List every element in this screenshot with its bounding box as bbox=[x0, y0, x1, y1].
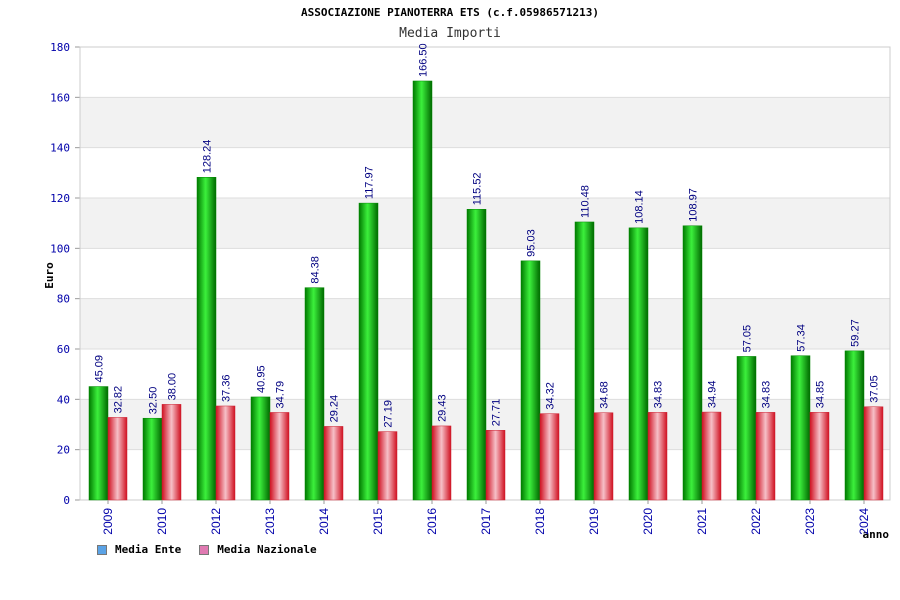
x-tick-label: 2017 bbox=[479, 508, 493, 535]
bar-media-ente bbox=[466, 209, 487, 501]
legend-swatch-nazionale bbox=[199, 544, 210, 555]
data-label-media-nazionale: 34.68 bbox=[599, 381, 611, 409]
bar-media-nazionale bbox=[755, 412, 776, 501]
bar-media-ente bbox=[574, 221, 595, 501]
y-tick-label: 80 bbox=[57, 293, 70, 306]
bar-media-nazionale bbox=[323, 426, 344, 501]
y-tick-label: 40 bbox=[57, 393, 70, 406]
bar-media-nazionale bbox=[161, 404, 182, 501]
data-label-media-ente: 110.48 bbox=[580, 185, 592, 218]
data-label-media-nazionale: 29.43 bbox=[437, 394, 449, 422]
x-tick-label: 2015 bbox=[371, 508, 385, 535]
data-label-media-ente: 117.97 bbox=[364, 166, 376, 199]
bar-media-nazionale bbox=[701, 411, 722, 501]
data-label-media-nazionale: 29.24 bbox=[329, 395, 341, 423]
data-label-media-ente: 115.52 bbox=[472, 172, 484, 205]
bar-media-ente bbox=[304, 287, 325, 501]
x-tick-label: 2022 bbox=[749, 508, 763, 535]
bar-media-nazionale bbox=[215, 405, 236, 501]
y-tick-label: 0 bbox=[63, 494, 70, 507]
legend: Media Ente Media Nazionale bbox=[97, 543, 317, 556]
data-label-media-nazionale: 27.71 bbox=[491, 399, 503, 427]
bar-media-ente bbox=[142, 417, 163, 501]
bar-media-ente bbox=[88, 386, 109, 501]
data-label-media-ente: 108.14 bbox=[634, 190, 646, 224]
grid-band bbox=[80, 47, 890, 98]
x-tick-label: 2019 bbox=[587, 508, 601, 535]
data-label-media-ente: 166.50 bbox=[418, 43, 430, 77]
y-tick-label: 60 bbox=[57, 343, 70, 356]
data-label-media-nazionale: 34.79 bbox=[275, 381, 287, 409]
y-tick-label: 20 bbox=[57, 444, 70, 457]
bar-media-ente bbox=[250, 396, 271, 501]
legend-label-ente: Media Ente bbox=[115, 543, 182, 556]
data-label-media-ente: 108.97 bbox=[688, 188, 700, 222]
bar-media-nazionale bbox=[593, 412, 614, 501]
x-tick-label: 2010 bbox=[155, 508, 169, 535]
bar-media-nazionale bbox=[431, 425, 452, 501]
bar-media-ente bbox=[196, 177, 217, 501]
data-label-media-ente: 84.38 bbox=[310, 256, 322, 284]
y-tick-label: 180 bbox=[50, 41, 70, 54]
data-label-media-ente: 95.03 bbox=[526, 229, 538, 257]
bar-media-ente bbox=[682, 225, 703, 501]
bar-media-nazionale bbox=[539, 413, 560, 501]
x-tick-label: 2013 bbox=[263, 508, 277, 535]
data-label-media-ente: 45.09 bbox=[94, 355, 106, 383]
x-tick-label: 2012 bbox=[209, 508, 223, 535]
data-label-media-ente: 57.34 bbox=[796, 324, 808, 352]
chart-subtitle: Media Importi bbox=[399, 26, 501, 41]
data-label-media-nazionale: 32.82 bbox=[113, 386, 125, 414]
data-label-media-ente: 40.95 bbox=[256, 365, 268, 393]
y-tick-label: 120 bbox=[50, 192, 70, 205]
x-tick-label: 2016 bbox=[425, 508, 439, 535]
data-label-media-nazionale: 34.85 bbox=[815, 381, 827, 409]
bar-media-ente bbox=[520, 260, 541, 501]
bar-media-nazionale bbox=[269, 412, 290, 501]
data-label-media-nazionale: 27.19 bbox=[383, 400, 395, 428]
data-label-media-nazionale: 34.83 bbox=[761, 381, 773, 409]
bar-media-nazionale bbox=[647, 412, 668, 501]
x-tick-label: 2021 bbox=[695, 508, 709, 535]
y-tick-label: 160 bbox=[50, 91, 70, 104]
x-tick-label: 2014 bbox=[317, 508, 331, 535]
data-label-media-nazionale: 38.00 bbox=[167, 373, 179, 401]
data-label-media-nazionale: 34.94 bbox=[707, 381, 719, 409]
bar-media-nazionale bbox=[863, 406, 884, 501]
data-label-media-nazionale: 34.83 bbox=[653, 381, 665, 409]
x-tick-label: 2018 bbox=[533, 508, 547, 535]
chart-title: ASSOCIAZIONE PIANOTERRA ETS (c.f.0598657… bbox=[300, 6, 599, 19]
bar-media-ente bbox=[358, 202, 379, 501]
x-tick-label: 2023 bbox=[803, 508, 817, 535]
legend-item-ente: Media Ente bbox=[97, 543, 181, 556]
x-tick-label: 2024 bbox=[857, 508, 871, 535]
x-axis-label: anno bbox=[863, 528, 890, 541]
legend-label-nazionale: Media Nazionale bbox=[217, 543, 317, 556]
data-label-media-nazionale: 34.32 bbox=[545, 382, 557, 410]
x-tick-label: 2020 bbox=[641, 508, 655, 535]
bar-media-ente bbox=[412, 80, 433, 501]
y-axis-label: Euro bbox=[43, 262, 56, 289]
data-label-media-ente: 59.27 bbox=[850, 319, 862, 347]
bar-media-nazionale bbox=[107, 417, 128, 501]
legend-swatch-ente bbox=[97, 544, 107, 555]
bar-media-ente bbox=[844, 350, 865, 501]
x-tick-label: 2009 bbox=[101, 508, 115, 535]
y-tick-label: 100 bbox=[50, 242, 70, 255]
grid-band bbox=[80, 97, 890, 148]
data-label-media-ente: 128.24 bbox=[202, 140, 214, 174]
bar-media-nazionale bbox=[377, 431, 398, 501]
data-label-media-nazionale: 37.36 bbox=[221, 374, 233, 402]
bar-media-nazionale bbox=[485, 430, 506, 501]
bar-media-nazionale bbox=[809, 412, 830, 501]
y-tick-label: 140 bbox=[50, 142, 70, 155]
data-label-media-ente: 57.05 bbox=[742, 325, 754, 353]
data-label-media-nazionale: 37.05 bbox=[869, 375, 881, 403]
bar-media-ente bbox=[790, 355, 811, 501]
legend-item-nazionale: Media Nazionale bbox=[199, 543, 317, 556]
data-label-media-ente: 32.50 bbox=[148, 387, 160, 415]
bar-media-ente bbox=[736, 356, 757, 501]
bar-media-ente bbox=[628, 227, 649, 501]
